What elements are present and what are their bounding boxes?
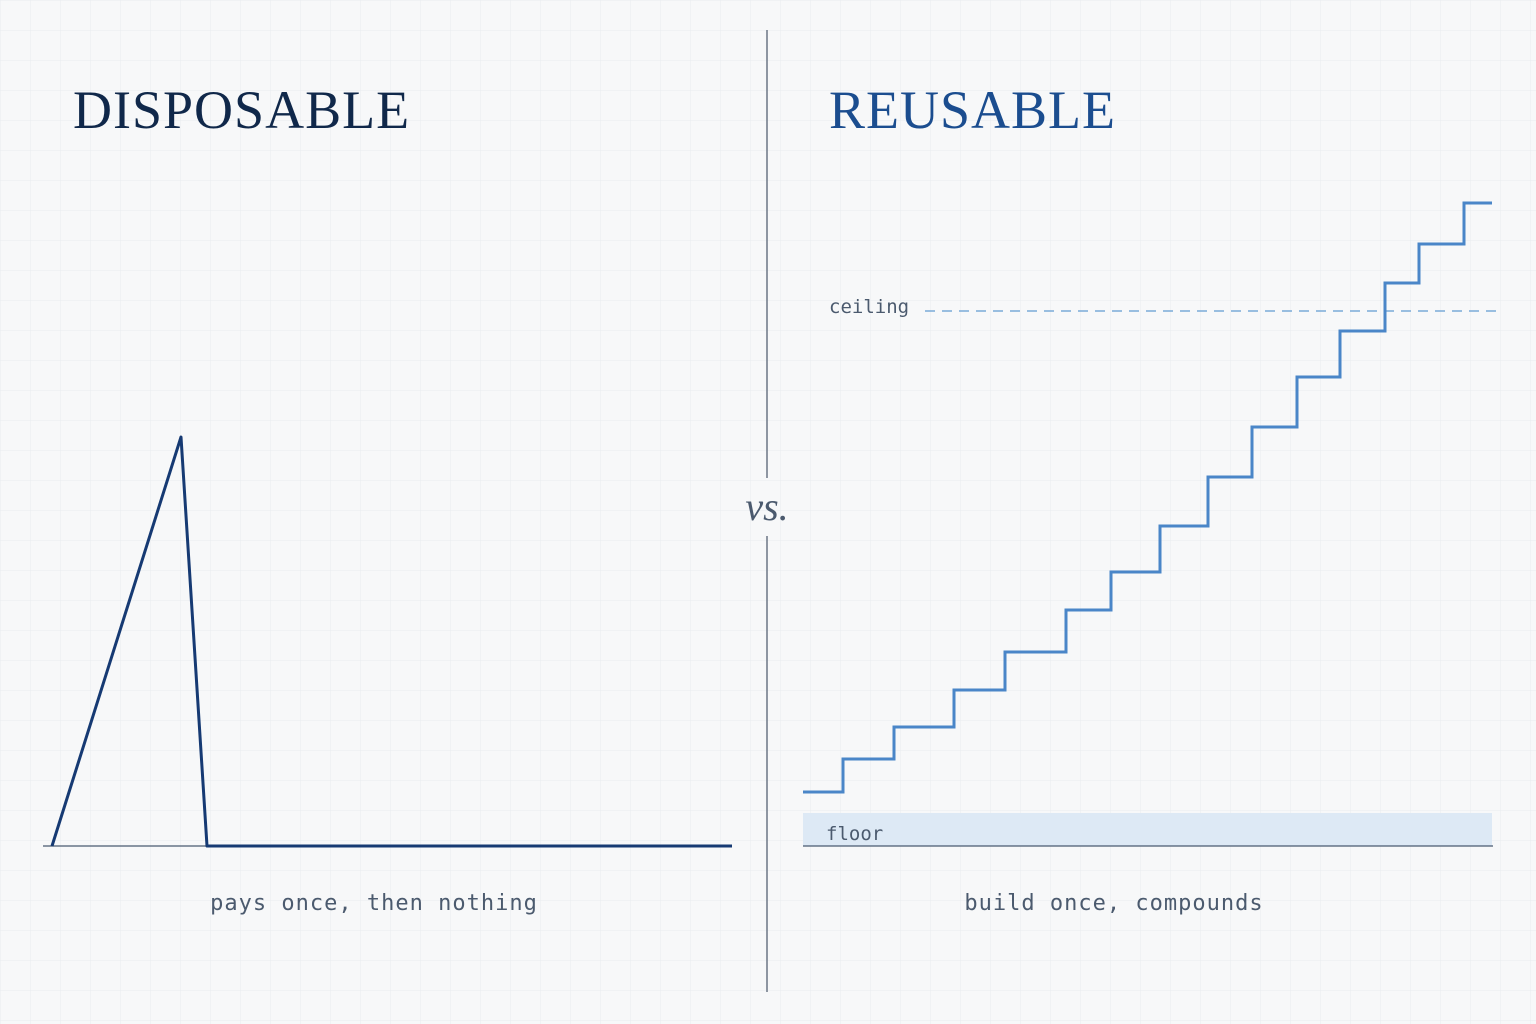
floor-band (803, 813, 1492, 846)
left-title: DISPOSABLE (73, 80, 410, 140)
floor-label: floor (826, 823, 883, 845)
right-title: REUSABLE (829, 80, 1116, 140)
right-caption: build once, compounds (964, 891, 1263, 916)
left-caption: pays once, then nothing (210, 891, 538, 916)
staircase-line (803, 201, 1492, 794)
spike-line (50, 435, 732, 848)
vs-label: vs. (745, 484, 788, 529)
ceiling-label: ceiling (829, 296, 909, 318)
